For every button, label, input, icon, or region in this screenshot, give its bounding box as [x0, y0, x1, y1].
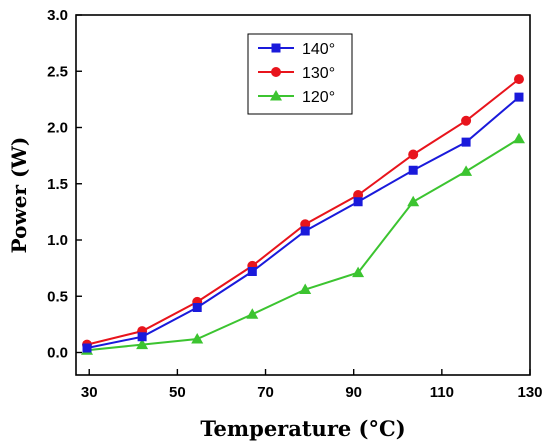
data-point: [461, 115, 472, 126]
data-point: [191, 333, 204, 344]
data-point: [192, 303, 202, 312]
series-line: [86, 137, 520, 352]
legend-label: 130°: [302, 65, 335, 82]
data-point: [408, 149, 419, 160]
y-tick-label: 0.0: [47, 345, 68, 362]
data-point: [352, 266, 365, 278]
data-point: [299, 283, 312, 294]
legend-label: 120°: [302, 89, 335, 106]
data-point: [407, 195, 420, 207]
legend-marker: [271, 43, 281, 53]
x-tick-label: 90: [345, 384, 362, 401]
data-point: [514, 92, 524, 102]
series-0: [82, 92, 524, 353]
legend-marker: [270, 90, 282, 101]
data-point: [512, 132, 525, 144]
x-tick-label: 50: [169, 384, 186, 401]
series-1: [82, 74, 524, 350]
y-axis-title: Power (W): [7, 137, 31, 254]
plot-frame: [75, 14, 531, 376]
data-point: [247, 267, 257, 276]
data-point: [353, 197, 363, 207]
data-point: [82, 343, 92, 353]
data-point: [137, 332, 147, 342]
y-tick-label: 0.5: [47, 288, 68, 305]
series-2: [81, 132, 525, 355]
x-tick-label: 70: [257, 384, 274, 401]
legend-box: [247, 33, 353, 115]
y-tick-label: 2.5: [47, 63, 68, 80]
y-tick-label: 3.0: [47, 7, 68, 24]
y-tick-label: 1.5: [47, 176, 68, 193]
data-point: [136, 338, 149, 350]
legend-label: 140°: [302, 41, 335, 58]
legend-marker: [271, 67, 281, 77]
y-tick-label: 1.0: [47, 232, 68, 249]
y-tick-label: 2.0: [47, 120, 68, 137]
data-point: [246, 308, 259, 319]
data-point: [460, 165, 473, 176]
axes: 30 50 70 90 110 130 0.0 0.5 1.0 1.5 2.0 2.5 3.0: [47, 7, 542, 401]
x-axis-title: Temperature (°C): [200, 416, 405, 441]
x-tick-label: 30: [81, 384, 98, 401]
x-tick-label: 130: [517, 384, 542, 401]
data-point: [300, 226, 310, 236]
data-point: [461, 137, 471, 147]
x-tick-label: 110: [430, 384, 454, 401]
series-layer: [81, 74, 525, 355]
data-point: [513, 74, 524, 85]
legend: 140° 130° 120°: [247, 33, 353, 115]
data-point: [408, 165, 418, 175]
series-line: [86, 78, 520, 346]
